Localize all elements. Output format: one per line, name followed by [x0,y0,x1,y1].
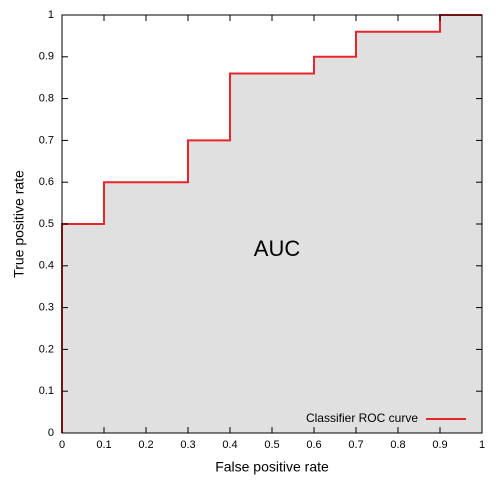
y-tick-label: 0.9 [39,51,54,63]
auc-area [62,15,482,433]
x-tick-label: 0.4 [222,439,237,451]
y-tick-label: 0.7 [39,134,54,146]
y-axis-label: True positive rate [11,170,27,278]
annotation: AUC [254,236,301,261]
y-tick-label: 0.4 [39,260,54,272]
x-tick-label: 0.2 [138,439,153,451]
y-tick-label: 0.5 [39,218,54,230]
x-tick-label: 0.3 [180,439,195,451]
y-tick-label: 1 [48,9,54,21]
y-tick-label: 0.2 [39,343,54,355]
x-tick-label: 0.9 [432,439,447,451]
x-tick-label: 0.7 [348,439,363,451]
y-tick-label: 0 [48,427,54,439]
y-tick-label: 0.6 [39,176,54,188]
x-tick-label: 0.8 [390,439,405,451]
x-tick-label: 0.5 [264,439,279,451]
y-tick-label: 0.8 [39,93,54,105]
y-tick-label: 0.1 [39,385,54,397]
x-axis-label: False positive rate [215,459,329,475]
x-tick-label: 1 [479,439,485,451]
x-tick-label: 0 [59,439,65,451]
x-tick-label: 0.6 [306,439,321,451]
legend-label: Classifier ROC curve [306,411,418,425]
x-tick-label: 0.1 [96,439,111,451]
roc-curve [61,14,482,433]
y-tick-label: 0.3 [39,302,54,314]
